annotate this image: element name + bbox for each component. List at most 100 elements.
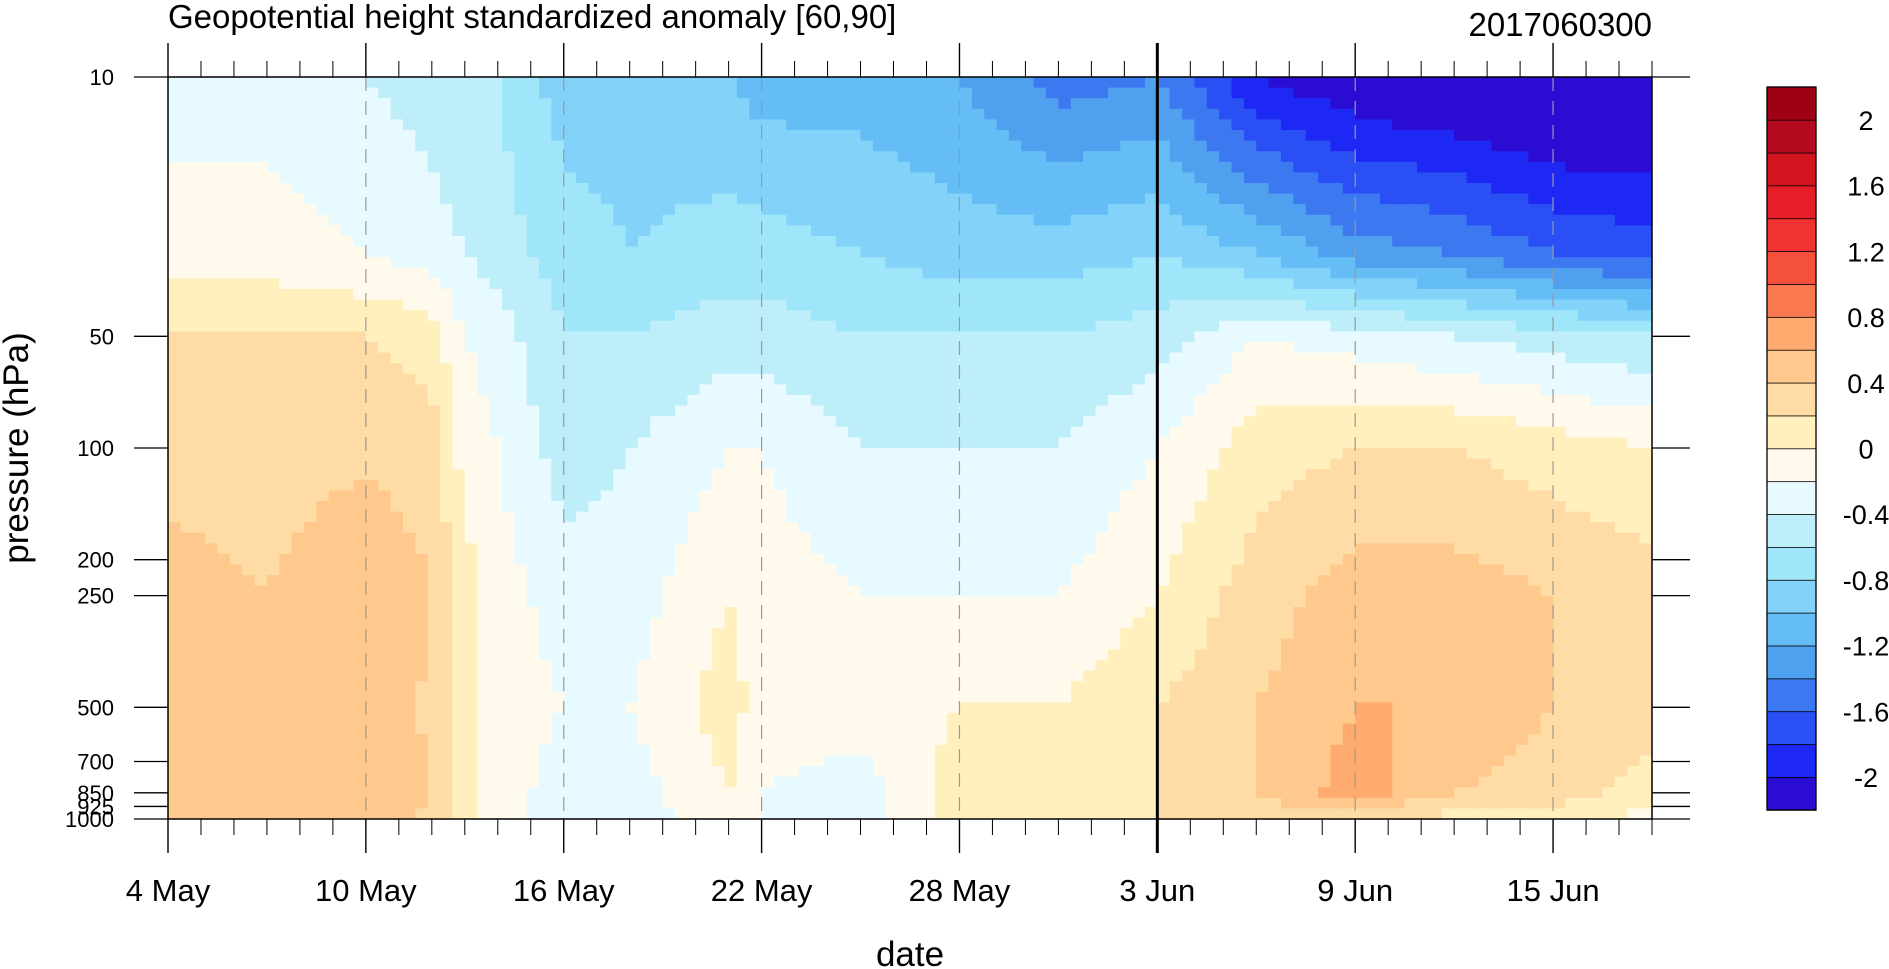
field-cell bbox=[415, 723, 429, 735]
field-cell bbox=[242, 479, 256, 491]
field-cell bbox=[934, 713, 948, 725]
field-cell bbox=[761, 713, 775, 725]
field-cell bbox=[514, 713, 528, 725]
field-cell bbox=[489, 320, 503, 332]
field-cell bbox=[328, 320, 342, 332]
field-cell bbox=[637, 331, 651, 343]
field-cell bbox=[897, 713, 911, 725]
field-cell bbox=[1046, 320, 1059, 332]
field-cell bbox=[811, 246, 825, 258]
field-cell bbox=[501, 98, 515, 110]
field-cell bbox=[229, 426, 243, 438]
field-cell bbox=[180, 787, 194, 799]
field-cell bbox=[773, 77, 787, 89]
field-cell bbox=[1008, 797, 1022, 809]
field-cell bbox=[588, 638, 602, 650]
field-cell bbox=[576, 744, 590, 756]
field-cell bbox=[328, 501, 342, 513]
field-cell bbox=[551, 278, 565, 290]
field-cell bbox=[217, 172, 231, 184]
field-cell bbox=[984, 532, 998, 544]
field-cell bbox=[205, 681, 219, 693]
field-cell bbox=[501, 331, 515, 343]
field-cell bbox=[242, 617, 256, 629]
field-cell bbox=[872, 649, 886, 661]
field-cell bbox=[773, 342, 787, 354]
field-cell bbox=[415, 585, 429, 597]
field-cell bbox=[699, 585, 713, 597]
field-cell bbox=[514, 575, 528, 587]
field-cell bbox=[786, 607, 800, 619]
field-cell bbox=[1021, 98, 1035, 110]
field-cell bbox=[687, 363, 701, 375]
field-cell bbox=[291, 246, 305, 258]
field-cell bbox=[625, 543, 639, 555]
field-cell bbox=[1033, 660, 1047, 672]
field-cell bbox=[353, 130, 367, 142]
field-cell bbox=[650, 151, 664, 163]
field-cell bbox=[576, 151, 590, 163]
field-cell bbox=[947, 702, 961, 714]
field-cell bbox=[316, 628, 330, 640]
field-cell bbox=[402, 490, 416, 502]
field-cell bbox=[872, 755, 886, 767]
field-cell bbox=[637, 352, 651, 364]
field-cell bbox=[897, 596, 911, 608]
field-cell bbox=[526, 225, 540, 237]
field-cell bbox=[910, 98, 923, 110]
field-cell bbox=[341, 511, 355, 523]
field-cell bbox=[798, 808, 812, 819]
field-cell bbox=[316, 649, 330, 661]
field-cell bbox=[600, 140, 614, 152]
field-cell bbox=[217, 702, 231, 714]
field-cell bbox=[242, 628, 256, 640]
field-cell bbox=[835, 373, 849, 385]
field-cell bbox=[699, 458, 713, 470]
field-cell bbox=[773, 681, 787, 693]
field-cell bbox=[959, 564, 973, 576]
field-cell bbox=[588, 98, 602, 110]
field-cell bbox=[835, 532, 849, 544]
field-cell bbox=[811, 257, 825, 269]
field-cell bbox=[724, 575, 738, 587]
field-cell bbox=[749, 596, 763, 608]
field-cell bbox=[848, 458, 862, 470]
field-cell bbox=[984, 384, 998, 396]
field-cell bbox=[588, 532, 602, 544]
field-cell bbox=[576, 87, 590, 99]
field-cell bbox=[712, 236, 726, 248]
field-cell bbox=[304, 660, 317, 672]
field-cell bbox=[180, 236, 194, 248]
field-cell bbox=[390, 564, 404, 576]
field-cell bbox=[242, 108, 256, 120]
field-cell bbox=[489, 596, 503, 608]
field-cell bbox=[823, 395, 837, 407]
field-cell bbox=[996, 172, 1010, 184]
field-cell bbox=[625, 776, 639, 788]
field-cell bbox=[365, 755, 379, 767]
field-cell bbox=[205, 522, 219, 534]
field-cell bbox=[934, 352, 948, 364]
field-cell bbox=[279, 585, 293, 597]
field-cell bbox=[786, 416, 800, 428]
field-cell bbox=[168, 448, 181, 460]
field-cell bbox=[353, 363, 367, 375]
field-cell bbox=[613, 193, 627, 205]
field-cell bbox=[749, 183, 763, 195]
field-cell bbox=[1033, 575, 1047, 587]
field-cell bbox=[588, 204, 602, 216]
field-cell bbox=[427, 352, 441, 364]
field-cell bbox=[687, 723, 701, 735]
field-cell bbox=[365, 437, 379, 449]
field-cell bbox=[786, 342, 800, 354]
field-cell bbox=[489, 458, 503, 470]
field-cell bbox=[341, 140, 355, 152]
field-cell bbox=[613, 140, 627, 152]
field-cell bbox=[217, 77, 231, 89]
field-cell bbox=[712, 511, 726, 523]
field-cell bbox=[637, 723, 651, 735]
field-cell bbox=[798, 87, 812, 99]
field-cell bbox=[452, 458, 466, 470]
field-cell bbox=[675, 808, 688, 819]
field-cell bbox=[514, 119, 528, 131]
